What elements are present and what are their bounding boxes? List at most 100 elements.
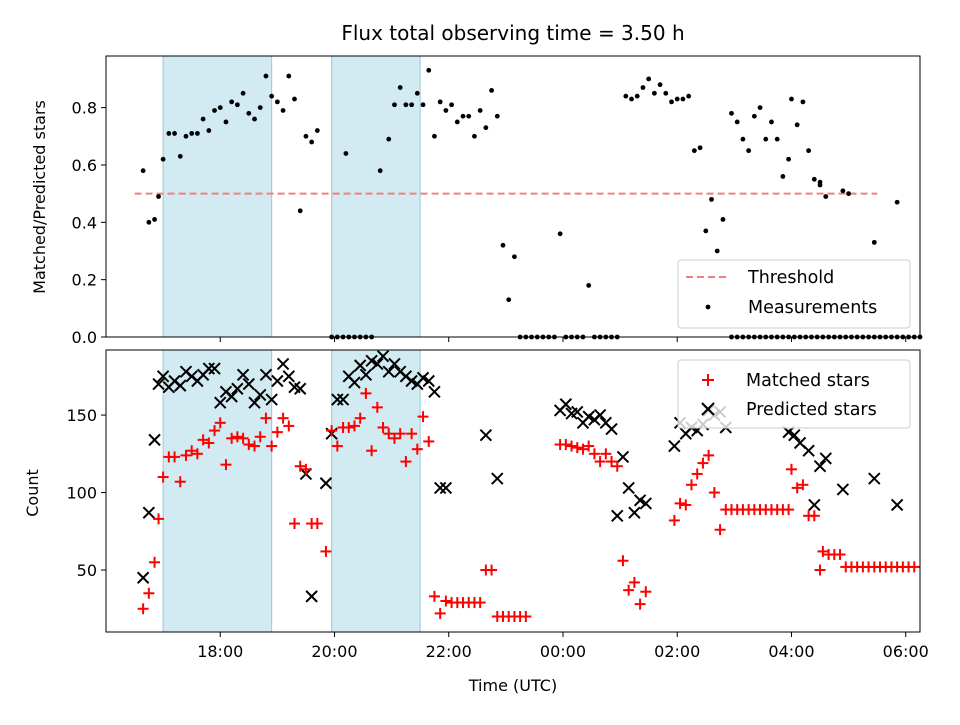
measurement-point (454, 119, 460, 125)
matched-star-point (294, 460, 306, 472)
x-tick-label: 02:00 (654, 642, 700, 661)
matched-star-point (360, 387, 372, 399)
predicted-star-point (348, 376, 361, 389)
x-tick-label: 22:00 (426, 642, 472, 661)
measurement-point (229, 99, 235, 105)
matched-star-point (406, 428, 418, 440)
predicted-star-point (331, 393, 344, 406)
matched-star-point (814, 564, 826, 576)
predicted-star-point (479, 429, 493, 442)
predicted-star-stroke (276, 357, 290, 371)
matched-star-point (388, 432, 400, 444)
matched-star-point (180, 449, 192, 461)
measurement-point (183, 133, 189, 139)
matched-star-point (143, 587, 155, 599)
matched-star-point (366, 445, 378, 457)
matched-star-point (383, 428, 395, 440)
matched-star-point (254, 431, 266, 443)
predicted-star-stroke (405, 374, 418, 388)
measurement-point (460, 113, 466, 119)
matched-star-point (783, 504, 795, 516)
measurement-point (257, 105, 263, 111)
matched-star-point (791, 482, 803, 494)
matched-star-point (343, 421, 355, 433)
measurement-point (274, 99, 280, 105)
predicted-star-stroke (225, 390, 238, 403)
matched-star-point (708, 487, 720, 499)
matched-star-point (214, 417, 226, 429)
matched-star-point (174, 476, 186, 488)
matched-star-point (908, 561, 920, 573)
predicted-star-point (819, 452, 832, 465)
predicted-star-point (382, 365, 395, 378)
predicted-star-point (248, 396, 261, 409)
top-shaded-interval (162, 55, 273, 338)
measurement-point (466, 113, 472, 119)
bottom-axes-frame (105, 349, 921, 633)
matched-star-point (348, 420, 360, 432)
matched-star-point (400, 456, 412, 468)
measurement-point (646, 76, 652, 82)
matched-star-point (668, 514, 680, 526)
predicted-star-stroke (593, 408, 607, 422)
measurement-point (794, 122, 800, 128)
predicted-star-stroke (491, 472, 504, 485)
matched-star-point (137, 603, 149, 615)
matched-star-point (237, 432, 249, 444)
predicted-star-stroke (142, 506, 156, 519)
matched-star-point (371, 401, 383, 413)
predicted-star-stroke (288, 380, 301, 394)
predicted-star-stroke (890, 498, 904, 512)
matched-star-point (320, 545, 332, 557)
predicted-star-stroke (668, 439, 681, 453)
bottom-shaded-interval (162, 349, 273, 633)
bottom-legend-box (677, 359, 911, 429)
predicted-star-stroke (428, 385, 441, 399)
top-legend: Threshold Measurements (677, 259, 911, 329)
predicted-star-point (152, 377, 165, 391)
top-y-axis-label: Matched/Predicted stars (30, 100, 49, 294)
legend-predicted-label: Predicted stars (746, 400, 877, 420)
predicted-star-stroke (231, 382, 244, 395)
measurement-point (189, 131, 195, 136)
predicted-star-point (142, 506, 156, 519)
predicted-star-stroke (353, 359, 367, 372)
matched-star-point (266, 440, 278, 452)
matched-star-point (169, 451, 181, 463)
measurement-point (757, 105, 763, 111)
measurement-point (720, 217, 726, 222)
predicted-star-point (422, 374, 435, 388)
measurement-point (709, 196, 714, 202)
top-x-ticks (219, 337, 907, 342)
measurement-point (894, 199, 900, 205)
predicted-star-point (271, 374, 284, 388)
predicted-star-stroke (571, 405, 584, 419)
matched-star-point (434, 607, 446, 619)
predicted-star-stroke (422, 374, 435, 388)
measurement-point (663, 90, 669, 96)
predicted-star-stroke (305, 590, 318, 603)
bottom-y-tick-label: 50 (77, 561, 97, 580)
measurement-point (786, 156, 792, 162)
predicted-star-point (388, 357, 401, 371)
predicted-star-point (359, 368, 373, 381)
matched-star-point (714, 524, 726, 536)
measurement-point (432, 133, 437, 139)
predicted-star-point (628, 506, 641, 519)
predicted-star-stroke (294, 382, 307, 395)
x-tick-label: 18:00 (197, 642, 243, 661)
predicted-star-stroke (622, 481, 635, 495)
predicted-star-stroke (439, 481, 453, 495)
measurement-point (426, 67, 432, 73)
predicted-star-point (365, 354, 378, 368)
matched-star-point (680, 499, 692, 511)
predicted-star-stroke (152, 377, 165, 391)
matched-star-point (628, 576, 640, 588)
predicted-star-stroke (319, 477, 333, 490)
predicted-star-point (276, 357, 290, 371)
predicted-star-stroke (616, 450, 630, 464)
measurement-point (811, 176, 817, 182)
predicted-star-point (611, 509, 624, 522)
predicted-star-stroke (382, 365, 395, 378)
measurement-point (292, 96, 297, 102)
